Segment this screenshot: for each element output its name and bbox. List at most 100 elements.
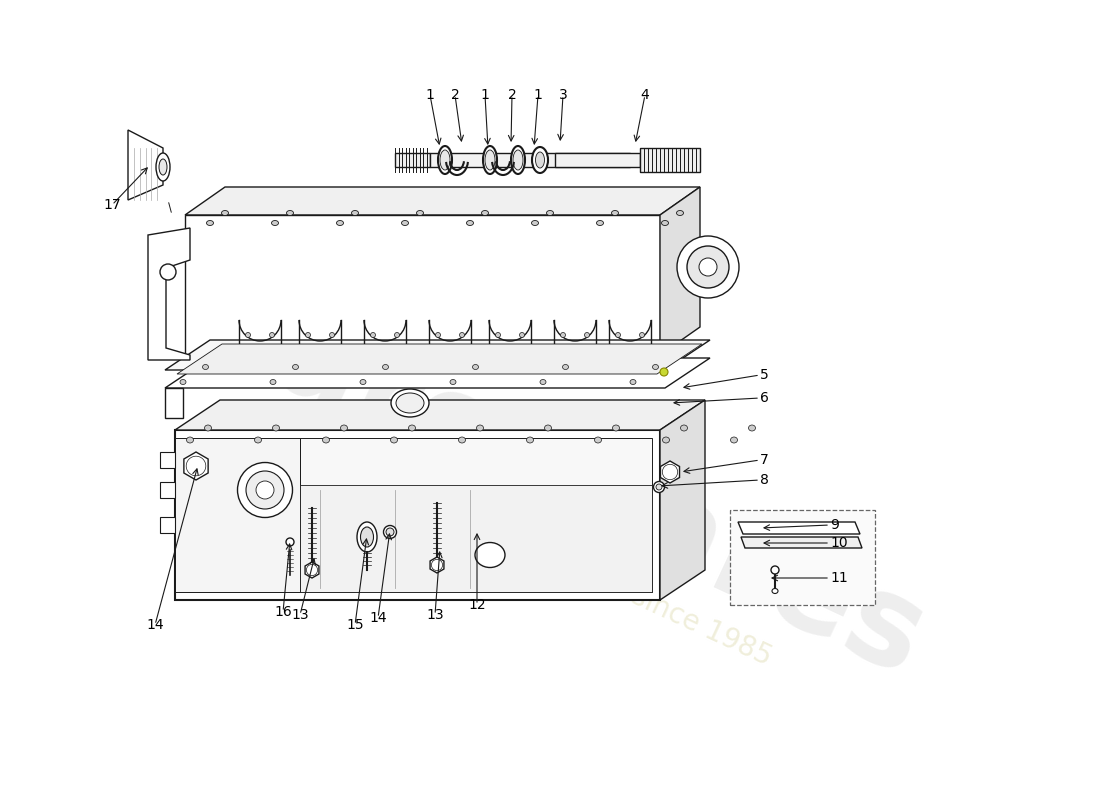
Ellipse shape [562, 365, 569, 370]
Ellipse shape [547, 210, 553, 215]
Ellipse shape [360, 379, 366, 385]
Ellipse shape [584, 333, 590, 338]
Bar [640, 148, 700, 172]
Ellipse shape [322, 437, 330, 443]
Ellipse shape [475, 542, 505, 567]
Ellipse shape [688, 246, 729, 288]
Text: 14: 14 [146, 618, 164, 632]
Ellipse shape [390, 389, 429, 417]
Text: 7: 7 [760, 453, 769, 467]
Ellipse shape [187, 437, 194, 443]
Ellipse shape [639, 333, 645, 338]
Ellipse shape [596, 221, 604, 226]
Ellipse shape [519, 333, 525, 338]
Ellipse shape [272, 221, 278, 226]
Bar [730, 510, 875, 605]
Ellipse shape [676, 236, 739, 298]
Ellipse shape [531, 221, 539, 226]
Ellipse shape [436, 333, 440, 338]
Ellipse shape [653, 482, 664, 493]
Ellipse shape [656, 484, 662, 490]
Text: 1: 1 [426, 88, 434, 102]
Polygon shape [148, 228, 190, 360]
Polygon shape [300, 438, 652, 592]
Polygon shape [175, 430, 660, 600]
Polygon shape [741, 537, 862, 548]
Ellipse shape [160, 159, 167, 175]
Text: 8: 8 [760, 473, 769, 487]
Ellipse shape [273, 425, 279, 431]
Ellipse shape [330, 333, 334, 338]
Text: 6: 6 [760, 391, 769, 405]
Ellipse shape [160, 264, 176, 280]
Text: eurospares: eurospares [176, 258, 944, 702]
Polygon shape [738, 522, 860, 534]
Ellipse shape [395, 333, 399, 338]
Text: 15: 15 [346, 618, 364, 632]
Polygon shape [430, 557, 444, 573]
Ellipse shape [384, 526, 396, 538]
Ellipse shape [482, 210, 488, 215]
Bar [395, 153, 430, 167]
Ellipse shape [527, 437, 534, 443]
Ellipse shape [408, 425, 416, 431]
Ellipse shape [476, 425, 484, 431]
Ellipse shape [221, 210, 229, 215]
Ellipse shape [417, 210, 424, 215]
Text: 12: 12 [469, 598, 486, 612]
Polygon shape [305, 562, 319, 578]
Ellipse shape [383, 365, 388, 370]
Polygon shape [160, 452, 175, 468]
Ellipse shape [532, 147, 548, 173]
Text: 5: 5 [760, 368, 769, 382]
Ellipse shape [676, 210, 683, 215]
Ellipse shape [286, 210, 294, 215]
Text: 1: 1 [481, 88, 490, 102]
Ellipse shape [450, 379, 456, 385]
Polygon shape [175, 400, 705, 430]
Ellipse shape [536, 152, 544, 168]
Text: 11: 11 [830, 571, 848, 585]
Ellipse shape [594, 437, 602, 443]
Ellipse shape [771, 566, 779, 574]
Polygon shape [165, 388, 183, 418]
Polygon shape [165, 340, 710, 370]
Bar [430, 153, 630, 167]
Ellipse shape [202, 365, 209, 370]
Ellipse shape [306, 333, 310, 338]
Ellipse shape [286, 538, 294, 546]
Ellipse shape [473, 365, 478, 370]
Polygon shape [177, 344, 702, 374]
Ellipse shape [440, 150, 450, 170]
Text: 2: 2 [451, 88, 460, 102]
Polygon shape [184, 452, 208, 480]
Text: 4: 4 [640, 88, 649, 102]
Ellipse shape [254, 437, 262, 443]
Polygon shape [300, 485, 652, 592]
Ellipse shape [485, 150, 495, 170]
Ellipse shape [459, 437, 465, 443]
Ellipse shape [540, 379, 546, 385]
Polygon shape [660, 461, 680, 483]
Ellipse shape [205, 425, 211, 431]
Ellipse shape [652, 365, 659, 370]
Text: 13: 13 [292, 608, 309, 622]
Ellipse shape [402, 221, 408, 226]
Ellipse shape [361, 527, 374, 547]
Ellipse shape [661, 221, 669, 226]
Polygon shape [660, 400, 705, 600]
Ellipse shape [483, 146, 497, 174]
Ellipse shape [246, 471, 284, 509]
Ellipse shape [730, 437, 737, 443]
Ellipse shape [270, 333, 275, 338]
Ellipse shape [238, 462, 293, 518]
Polygon shape [160, 517, 175, 533]
Ellipse shape [698, 258, 717, 276]
Text: 13: 13 [426, 608, 443, 622]
Text: 9: 9 [830, 518, 839, 532]
Text: 14: 14 [370, 611, 387, 625]
Ellipse shape [390, 437, 397, 443]
Ellipse shape [616, 333, 620, 338]
Text: a passion for parts since 1985: a passion for parts since 1985 [384, 469, 777, 671]
Ellipse shape [358, 522, 377, 552]
